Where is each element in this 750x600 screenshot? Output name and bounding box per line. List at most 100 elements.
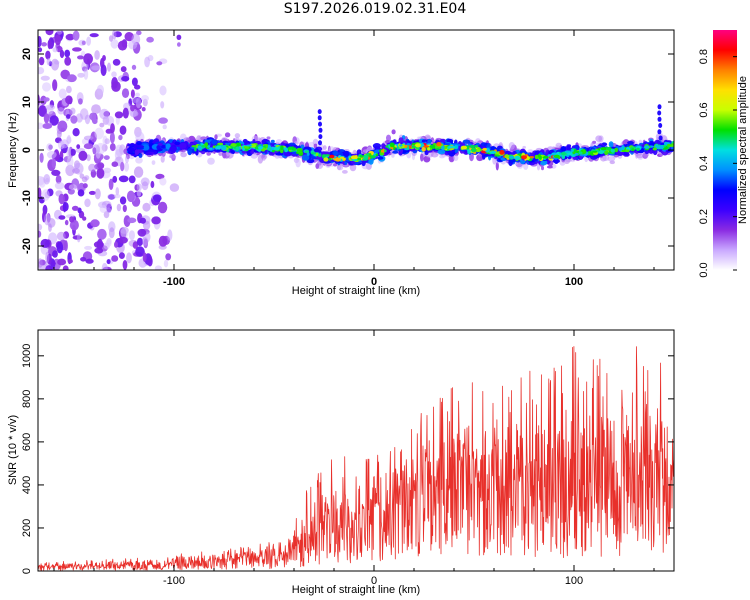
snr-x-tick-label: 0 [371,575,377,587]
heatmap-noise-blob [51,169,61,176]
heatmap-core-blob [384,149,387,153]
heatmap-core-blob [504,154,510,159]
heatmap-halo-blob [430,152,439,158]
heatmap-core-blob [220,145,227,151]
heatmap-ridge-blob [135,145,145,148]
heatmap-noise-blob [177,42,181,47]
heatmap-noise-blob [135,157,143,164]
heatmap-ridge-blob [250,150,255,154]
heatmap-noise-blob [50,58,60,71]
colorbar-gradient [713,30,737,270]
spectrogram-xlabel: Height of straight line (km) [292,285,420,297]
heatmap-noise-blob [137,228,147,237]
heatmap-noise-blob [141,107,146,112]
heatmap-noise-blob [65,95,73,105]
heatmap-noise-blob [131,77,138,87]
heatmap-noise-blob [83,135,94,141]
heatmap-noise-blob [116,203,122,212]
heatmap-noise-blob [55,175,62,184]
heatmap-halo-blob [595,135,603,142]
colorbar-tick-label: 0.6 [698,102,710,117]
heatmap-noise-blob [119,125,127,135]
heatmap-hotspot [461,145,467,150]
heatmap-noise-blob [38,223,43,231]
heatmap-noise-blob [76,144,81,150]
heatmap-noise-blob [147,256,153,267]
heatmap-noise-blob [126,252,132,264]
heatmap-ridge-blob [270,139,275,144]
heatmap-noise-blob [126,190,135,202]
heatmap-noise-blob [96,168,105,179]
heatmap-core-blob [534,154,539,160]
heatmap-ridge-blob [444,142,451,146]
snr-y-tick-label: 600 [21,433,33,451]
heatmap-ridge-blob [138,153,143,158]
heatmap-noise-blob [56,30,63,35]
heatmap-noise-blob [150,180,155,189]
heatmap-spike-blob [318,140,322,146]
heatmap-core-blob [564,150,571,153]
heatmap-halo-blob [420,153,424,162]
heatmap-noise-blob [66,114,71,119]
x-tick-label: -100 [163,276,185,288]
heatmap-core-blob [427,147,431,151]
heatmap-core-blob [499,149,505,155]
snr-y-tick-label: 200 [21,519,33,537]
heatmap-noise-blob [45,104,56,110]
heatmap-noise-blob [162,124,167,130]
heatmap-noise-blob [38,56,45,66]
heatmap-noise-blob [158,235,168,247]
heatmap-noise-blob [90,219,100,228]
heatmap-core-blob [666,143,672,147]
heatmap-core-blob [328,157,332,161]
heatmap-noise-blob [54,182,65,190]
colorbar-label: Normalized spectral amplitude [737,76,749,224]
heatmap-noise-blob [118,134,123,141]
heatmap-noise-blob [109,143,116,152]
heatmap-core-blob [423,145,430,148]
y-tick-label: 20 [21,48,33,60]
heatmap-noise-blob [78,98,83,105]
heatmap-noise-blob [152,194,162,202]
heatmap-noise-blob [56,241,64,254]
heatmap-noise-blob [121,76,130,82]
heatmap-noise-blob [101,262,108,270]
heatmap-noise-blob [62,265,69,270]
heatmap-noise-blob [117,40,128,51]
heatmap-noise-blob [108,178,114,190]
heatmap-core-blob [323,157,329,162]
heatmap-noise-blob [144,56,151,68]
heatmap-halo-blob [439,155,445,159]
heatmap-noise-blob [70,115,78,124]
heatmap-core-blob [356,157,362,161]
heatmap-ridge-blob [398,137,404,144]
heatmap-core-blob [317,153,322,158]
heatmap-noise-blob [169,183,180,192]
heatmap-core-blob [197,145,203,151]
heatmap-noise-blob [114,111,124,119]
heatmap-noise-blob [111,161,119,167]
heatmap-noise-blob [135,92,140,98]
heatmap-noise-blob [66,147,72,159]
heatmap-core-blob [614,147,619,153]
heatmap-core-blob [235,146,240,151]
snr-frame [37,329,675,572]
heatmap-core-blob [636,147,640,151]
heatmap-ridge-blob [377,156,384,160]
heatmap-noise-blob [46,58,51,66]
snr-ylabel: SNR (10 * v/v) [7,415,19,485]
heatmap-noise-blob [103,155,110,161]
heatmap-halo-blob [476,154,484,162]
heatmap-noise-blob [131,97,139,103]
heatmap-noise-blob [105,239,112,247]
heatmap-noise-blob [127,217,137,224]
heatmap-noise-blob [89,33,99,38]
heatmap-noise-blob [141,181,149,191]
heatmap-noise-blob [130,110,139,117]
heatmap-core-blob [191,145,197,148]
heatmap-noise-blob [68,184,77,191]
snr-x-tick-label: -100 [163,575,185,587]
heatmap-ridge-blob [427,138,432,145]
colorbar-tick-label: 0.0 [698,262,710,277]
colorbar-ticks: 0.0 0.2 0.4 0.6 0.8 [698,49,737,278]
